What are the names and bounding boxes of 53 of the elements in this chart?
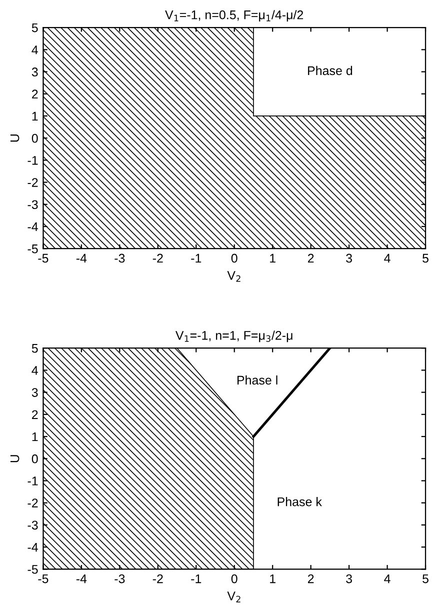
y-axis-title: U	[10, 134, 20, 142]
x-tick-label: 2	[308, 574, 314, 584]
x-tick-label: -2	[152, 254, 163, 263]
y-tick-label: -2	[28, 178, 38, 187]
annotation: Phase l	[237, 375, 278, 385]
x-tick-label: -2	[152, 574, 163, 584]
x-tick-label: 4	[384, 254, 390, 263]
y-tick-label: -4	[28, 222, 38, 232]
x-tick-label: -5	[38, 254, 48, 263]
y-tick-label: -3	[28, 200, 38, 210]
y-tick-label: -3	[28, 520, 38, 530]
x-tick-label: 2	[308, 254, 314, 263]
chart-title: V$_{1}$=-1, n=1, F=μ$_{3}$/2-μ	[175, 330, 292, 342]
chart-title: V$_{1}$=-1, n=0.5, F=μ$_{1}$/4-μ/2	[165, 10, 304, 22]
x-tick-label: -3	[114, 254, 125, 263]
y-tick-label: -4	[28, 542, 38, 552]
y-tick-label: 1	[32, 432, 38, 442]
y-tick-label: 3	[32, 68, 38, 76]
y-tick-label: 2	[32, 410, 38, 419]
y-tick-label: 5	[32, 23, 38, 32]
x-tick-label: -1	[191, 254, 202, 263]
y-tick-label: -1	[28, 156, 38, 165]
x-tick-label: -3	[114, 574, 125, 584]
x-axis-title: V$_{2}$	[227, 271, 240, 282]
x-tick-label: -4	[76, 574, 87, 584]
x-tick-label: 0	[231, 574, 238, 584]
x-tick-label: 4	[384, 574, 390, 584]
x-tick-label: 1	[270, 574, 276, 584]
y-tick-label: 3	[32, 388, 38, 397]
y-tick-label: 4	[32, 46, 38, 54]
y-tick-label: 4	[32, 366, 38, 375]
annotation: Phase k	[278, 497, 322, 506]
x-tick-label: 3	[346, 574, 352, 584]
x-tick-label: 1	[270, 254, 276, 263]
y-tick-label: -2	[28, 498, 38, 508]
x-tick-label: -5	[38, 574, 48, 584]
y-tick-label: 0	[32, 454, 38, 464]
y-axis-title: U	[10, 455, 20, 462]
x-tick-label: 5	[422, 574, 428, 584]
x-tick-label: -4	[76, 254, 87, 263]
y-tick-label: -5	[28, 244, 38, 254]
x-tick-label: 3	[346, 254, 352, 263]
y-tick-label: 1	[32, 112, 38, 120]
y-tick-label: -5	[28, 565, 38, 574]
annotation: Phase d	[308, 66, 352, 76]
x-tick-label: -1	[191, 574, 202, 584]
x-axis-title: V$_{2}$	[227, 592, 240, 602]
y-tick-label: 2	[32, 90, 38, 98]
x-tick-label: 5	[422, 254, 428, 263]
y-tick-label: -1	[28, 476, 38, 486]
y-tick-label: 5	[32, 344, 38, 353]
x-tick-label: 0	[231, 254, 238, 263]
y-tick-label: 0	[32, 134, 38, 143]
